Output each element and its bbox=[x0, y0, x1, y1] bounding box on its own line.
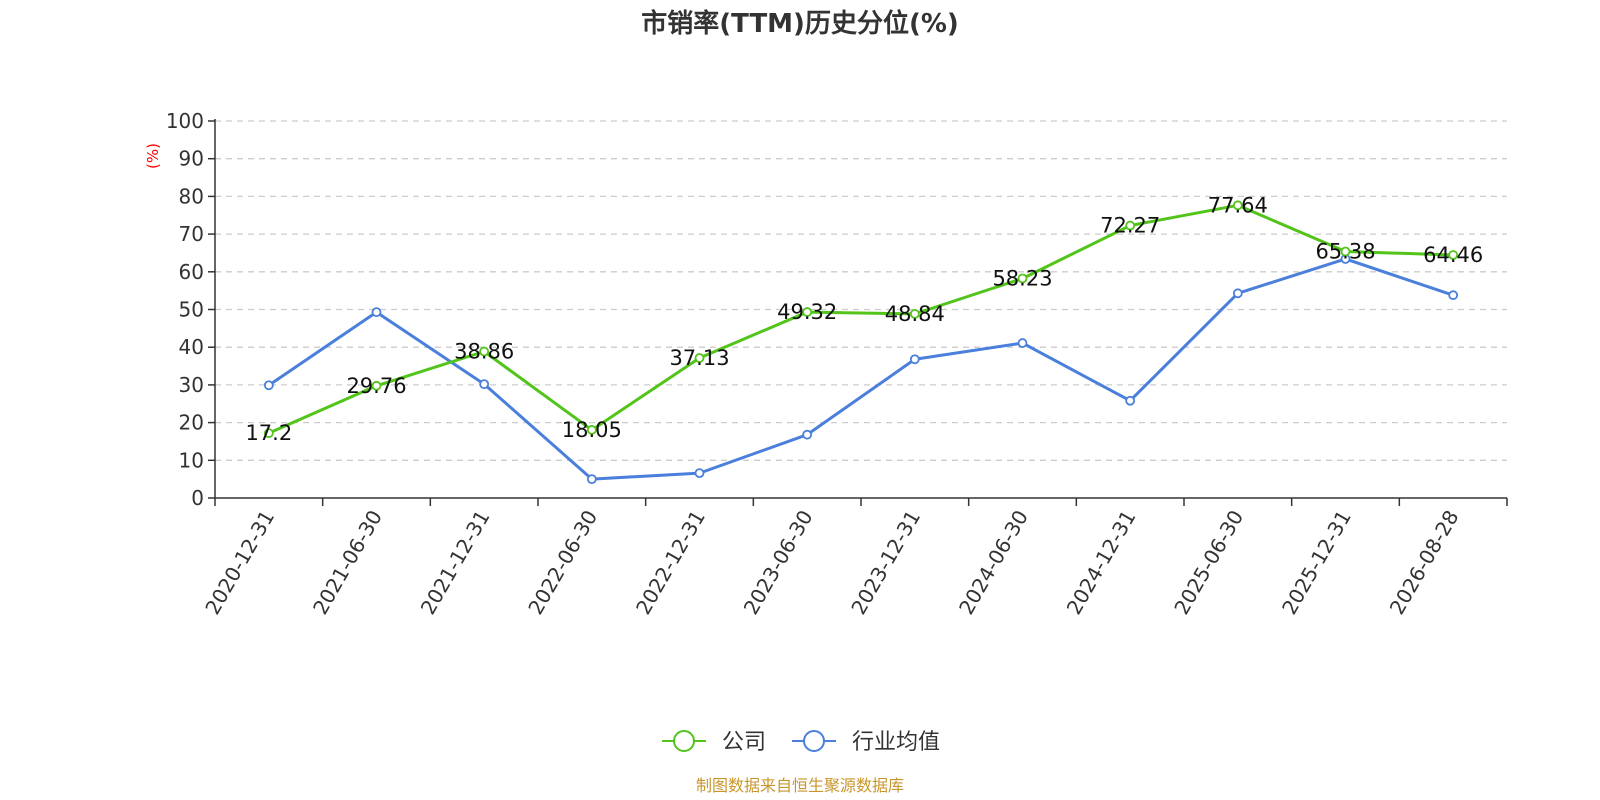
data-label: 65.38 bbox=[1315, 240, 1375, 264]
data-point-0 bbox=[263, 428, 274, 439]
y-tick-label: 80 bbox=[179, 184, 204, 208]
data-point-1 bbox=[909, 354, 920, 365]
y-tick-label: 0 bbox=[191, 486, 204, 510]
y-tick-label: 30 bbox=[179, 373, 204, 397]
data-label: 17.2 bbox=[245, 421, 292, 445]
x-tick-label: 2024-06-30 bbox=[954, 506, 1033, 619]
series-group bbox=[263, 200, 1459, 485]
data-label: 29.76 bbox=[346, 374, 406, 398]
x-tick-label: 2021-12-31 bbox=[416, 506, 495, 619]
x-tick-label: 2024-12-31 bbox=[1062, 506, 1141, 619]
x-tick-label: 2023-06-30 bbox=[739, 506, 818, 619]
data-point-0 bbox=[586, 425, 597, 435]
data-point-1 bbox=[586, 474, 597, 485]
y-axis-ticks: 0 10 20 30 40 50 60 70 80 90 100 bbox=[166, 109, 215, 510]
data-point-0 bbox=[479, 346, 490, 357]
data-point-0 bbox=[802, 307, 813, 317]
legend[interactable]: 公司 行业均值 bbox=[662, 730, 940, 755]
data-point-1 bbox=[371, 307, 382, 318]
data-point-0 bbox=[1017, 273, 1028, 284]
y-tick-label: 40 bbox=[179, 335, 204, 359]
data-point-1 bbox=[1125, 395, 1136, 406]
data-label: 18.05 bbox=[562, 418, 622, 442]
data-point-0 bbox=[909, 308, 920, 319]
data-point-1 bbox=[1017, 338, 1028, 348]
legend-marker-0 bbox=[673, 730, 695, 752]
x-tick-label: 2026-08-28 bbox=[1385, 506, 1464, 619]
y-tick-label: 70 bbox=[179, 222, 204, 246]
data-point-0 bbox=[1340, 246, 1351, 257]
data-point-1 bbox=[802, 429, 813, 440]
y-tick-label: 100 bbox=[166, 109, 204, 133]
axes bbox=[214, 119, 1507, 499]
y-axis-label: (%) bbox=[144, 143, 162, 169]
data-label: 58.23 bbox=[992, 266, 1052, 290]
source-note: 制图数据来自恒生聚源数据库 bbox=[696, 776, 904, 795]
y-tick-label: 10 bbox=[179, 448, 204, 472]
x-tick-label: 2025-12-31 bbox=[1277, 506, 1356, 619]
data-label: 37.13 bbox=[669, 346, 729, 370]
data-point-0 bbox=[694, 353, 705, 363]
data-point-0 bbox=[1125, 220, 1136, 231]
data-label: 72.27 bbox=[1100, 214, 1160, 238]
y-tick-label: 20 bbox=[179, 411, 204, 435]
x-tick-label: 2025-06-30 bbox=[1169, 506, 1248, 619]
grid-lines bbox=[215, 120, 1507, 461]
data-point-1 bbox=[479, 379, 490, 390]
x-tick-label: 2023-12-31 bbox=[846, 506, 925, 619]
data-point-0 bbox=[1232, 200, 1243, 211]
x-tick-label: 2020-12-31 bbox=[200, 506, 279, 619]
series-line-0 bbox=[268, 203, 1454, 435]
x-tick-label: 2021-06-30 bbox=[308, 506, 387, 619]
legend-label-1: 行业均值 bbox=[852, 730, 940, 755]
data-point-1 bbox=[263, 380, 274, 391]
y-tick-label: 90 bbox=[179, 147, 204, 171]
data-point-0 bbox=[371, 380, 382, 391]
data-label: 77.64 bbox=[1208, 193, 1268, 217]
data-point-0 bbox=[1448, 250, 1459, 260]
data-label: 48.84 bbox=[885, 302, 945, 326]
legend-marker-1 bbox=[803, 730, 825, 752]
data-label: 64.46 bbox=[1423, 243, 1483, 267]
legend-label-0: 公司 bbox=[722, 730, 766, 755]
y-tick-label: 50 bbox=[179, 298, 204, 322]
data-point-1 bbox=[694, 468, 705, 479]
data-labels: 17.2 29.76 38.86 18.05 37.13 49.32 48.84 58.23 7… bbox=[245, 193, 1483, 445]
x-tick-label: 2022-06-30 bbox=[523, 506, 602, 619]
y-tick-label: 60 bbox=[179, 260, 204, 284]
data-point-1 bbox=[1448, 290, 1459, 301]
chart-title: 市销率(TTM)历史分位(%) bbox=[641, 8, 959, 39]
x-tick-label: 2022-12-31 bbox=[631, 506, 710, 619]
data-label: 38.86 bbox=[454, 339, 514, 363]
x-axis-ticks: 2020-12-31 2021-06-30 2021-12-31 2022-06-30… bbox=[200, 498, 1508, 619]
data-label: 49.32 bbox=[777, 300, 837, 324]
series-line-1 bbox=[267, 257, 1454, 481]
data-point-1 bbox=[1232, 288, 1243, 299]
